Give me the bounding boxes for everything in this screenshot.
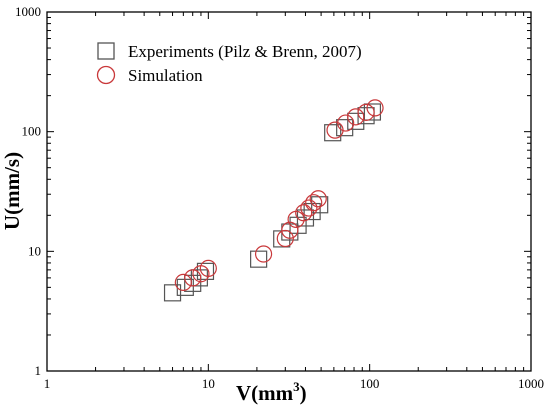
simulation-point [295, 204, 313, 222]
experiment-point [347, 112, 365, 130]
legend-circle-marker [96, 65, 116, 85]
x-axis-title-superscript: 3 [293, 379, 300, 394]
simulation-point [357, 103, 375, 121]
y-axis-title: U(mm/s) [0, 152, 24, 230]
experiment-point [163, 284, 182, 302]
simulation-point [174, 273, 192, 292]
x-axis-title-end: ) [300, 381, 307, 405]
simulation-point [276, 229, 294, 248]
axis-ticks [46, 12, 531, 372]
plot-frame [46, 11, 532, 372]
y-tick-label: 100 [22, 124, 42, 139]
legend-label-simulation: Simulation [128, 66, 203, 85]
simulation-point [199, 259, 217, 278]
experiment-point [250, 250, 268, 268]
simulation-point [184, 269, 202, 287]
x-tick-label: 1 [44, 376, 51, 391]
legend-label-experiments: Experiments (Pilz & Brenn, 2007) [128, 42, 362, 61]
x-axis-title-main: V(mm [236, 381, 294, 405]
y-tick-label: 10 [28, 243, 41, 258]
experiment-point [363, 103, 382, 121]
simulation-point [366, 99, 384, 117]
x-tick-label: 10 [202, 376, 215, 391]
y-tick-label: 1 [35, 363, 42, 378]
simulation-point [309, 190, 327, 208]
simulation-point [254, 245, 273, 263]
legend-square-marker [97, 42, 115, 60]
legend: Experiments (Pilz & Brenn, 2007) Simulat… [96, 42, 362, 85]
simulation-point [305, 194, 323, 212]
x-tick-label: 1000 [518, 376, 544, 391]
simulation-point [337, 114, 355, 132]
data-markers [163, 99, 384, 302]
simulation-point [347, 108, 365, 126]
x-tick-label: 100 [360, 376, 380, 391]
axis-tick-labels: 1 10 100 1000 1 10 100 1000 [15, 4, 544, 391]
simulation-point [281, 221, 299, 239]
y-tick-label: 1000 [15, 4, 41, 19]
x-axis-title: V(mm3) [236, 379, 307, 405]
experiment-point [324, 124, 342, 142]
simulation-point [300, 199, 318, 217]
